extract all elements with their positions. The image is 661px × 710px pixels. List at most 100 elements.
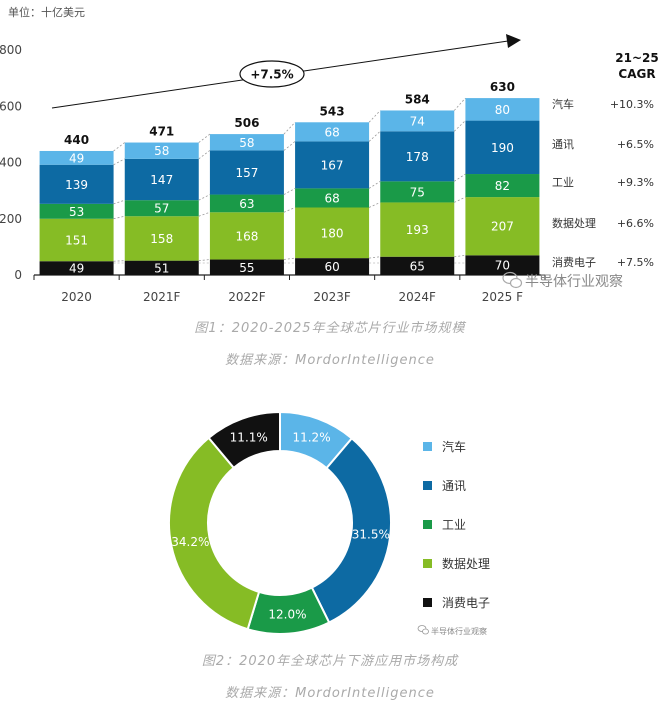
bar-segment: [380, 131, 455, 182]
bar-value-label: 60: [324, 260, 339, 274]
bar-value-label: 49: [69, 151, 84, 165]
bar-value-label: 207: [491, 220, 514, 234]
bar-value-label: 139: [65, 178, 88, 192]
cagr-row-name: 汽车: [552, 97, 574, 111]
bar-segment: [465, 120, 540, 175]
bar-segment: [39, 150, 114, 165]
legend-label: 数据处理: [442, 556, 490, 571]
watermark-1: 半导体行业观察: [502, 271, 623, 290]
cagr-row-value: +7.5%: [617, 256, 654, 269]
donut-slice-label: 12.0%: [268, 608, 306, 622]
donut-slice: [207, 410, 281, 470]
segment-connector: [113, 142, 125, 152]
trend-arrowhead: [506, 34, 521, 48]
bar-segment: [39, 218, 114, 262]
bar-segment: [295, 207, 370, 259]
bar-value-label: 70: [495, 259, 510, 273]
cagr-row-name: 工业: [552, 176, 574, 189]
x-tick-label: 2025 F: [482, 290, 523, 304]
donut-chart: 11.2% 31.5% 12.0% 34.2% 11.1%: [168, 410, 392, 635]
bar-segment: [465, 174, 540, 198]
y-tick-label: 0: [14, 268, 22, 282]
segment-connector: [113, 199, 125, 205]
bar-value-label: 178: [406, 150, 429, 164]
segment-connector: [198, 150, 211, 160]
bar-value-label: 158: [150, 232, 173, 246]
bar-value-label: 168: [235, 229, 258, 243]
segment-connector: [368, 202, 381, 208]
donut-slice: [310, 436, 392, 624]
segment-connector: [454, 196, 466, 203]
bar-segment: [124, 158, 199, 201]
bar-total-label: 471: [149, 125, 174, 139]
segment-connector: [368, 181, 381, 189]
x-tick-label: 2024F: [399, 290, 437, 304]
legend-swatch: [423, 481, 432, 490]
bar-segment: [124, 200, 199, 217]
bar-segment: [209, 150, 284, 195]
cagr-header: 21~25: [615, 51, 658, 65]
legend-label: 通讯: [442, 479, 466, 493]
donut-slice: [168, 436, 261, 631]
x-tick-label: 2020: [61, 290, 92, 304]
bar-value-label: 80: [495, 103, 510, 117]
cagr-table: 21~25 CAGR 汽车 +10.3% 通讯 +6.5% 工业 +9.3% 数据处理 +6.6%…: [552, 51, 659, 269]
segment-connector: [369, 256, 381, 259]
bar-value-label: 65: [410, 259, 425, 273]
bar-segment: [209, 212, 284, 260]
watermark-small-text: 半导体行业观察: [431, 626, 487, 636]
donut-slice-label: 11.2%: [292, 431, 330, 445]
cagr-row-value: +9.3%: [617, 176, 654, 189]
watermark-2: 半导体行业观察: [417, 625, 487, 636]
stacked-bar-chart: 0 200 400 600 800 2020 49 151 53 139 49 440 2021F 51 1…: [0, 34, 546, 304]
segment-connector: [283, 257, 296, 260]
bar-value-label: 193: [406, 223, 429, 237]
bar-value-label: 167: [321, 158, 344, 172]
bar-segment: [209, 194, 284, 213]
segment-connector: [283, 122, 296, 135]
caption-2: 图2：2020年全球芯片下游应用市场构成: [202, 653, 459, 669]
legend-swatch: [423, 520, 432, 529]
bar-value-label: 68: [324, 191, 339, 205]
bar-value-label: 147: [150, 173, 173, 187]
legend-label: 汽车: [442, 439, 466, 454]
bar-value-label: 63: [239, 197, 254, 211]
x-tick-label: 2021F: [143, 290, 181, 304]
segment-connector: [368, 110, 381, 123]
bar-segment: [465, 255, 540, 275]
y-tick-label: 200: [0, 212, 22, 226]
segment-connector: [283, 188, 296, 195]
segment-connector: [113, 158, 125, 166]
bar-total-label: 543: [320, 104, 345, 118]
bar-segment: [295, 122, 370, 142]
legend-swatch: [423, 442, 432, 451]
bar-value-label: 57: [154, 202, 169, 216]
bar-segment: [465, 197, 540, 256]
bar-segment: [380, 181, 455, 203]
bar-segment: [124, 216, 199, 261]
bar-value-label: 151: [65, 233, 88, 247]
bar-value-label: 53: [69, 205, 84, 219]
x-tick-label: 2022F: [228, 290, 266, 304]
segment-connector: [454, 254, 466, 258]
bar-segment: [380, 110, 455, 132]
bar-value-label: 190: [491, 141, 514, 155]
bar-segment: [209, 134, 284, 151]
y-tick-label: 800: [0, 43, 22, 57]
cagr-row-name: 通讯: [552, 138, 574, 151]
bar-segment: [39, 261, 114, 275]
unit-label: 单位：十亿美元: [8, 5, 85, 19]
cagr-row-name: 数据处理: [552, 216, 596, 230]
segment-connector: [198, 211, 211, 217]
wechat-icon: [502, 271, 523, 289]
segment-connector: [113, 260, 125, 262]
bar-value-label: 82: [495, 179, 510, 193]
bar-value-label: 58: [154, 144, 169, 158]
segment-connector: [198, 194, 211, 201]
trend-label: +7.5%: [250, 68, 293, 82]
bar-segment: [295, 141, 370, 189]
segment-connector: [198, 133, 211, 143]
cagr-row-name: 消费电子: [552, 255, 596, 269]
